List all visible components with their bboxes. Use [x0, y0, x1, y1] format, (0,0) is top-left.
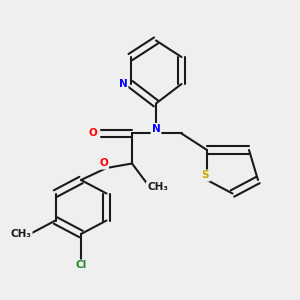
Text: S: S	[202, 170, 209, 181]
Text: N: N	[118, 79, 127, 89]
Text: CH₃: CH₃	[147, 182, 168, 193]
Text: O: O	[88, 128, 98, 139]
Text: N: N	[152, 124, 160, 134]
Text: O: O	[99, 158, 108, 169]
Text: Cl: Cl	[75, 260, 87, 271]
Text: CH₃: CH₃	[11, 229, 32, 239]
